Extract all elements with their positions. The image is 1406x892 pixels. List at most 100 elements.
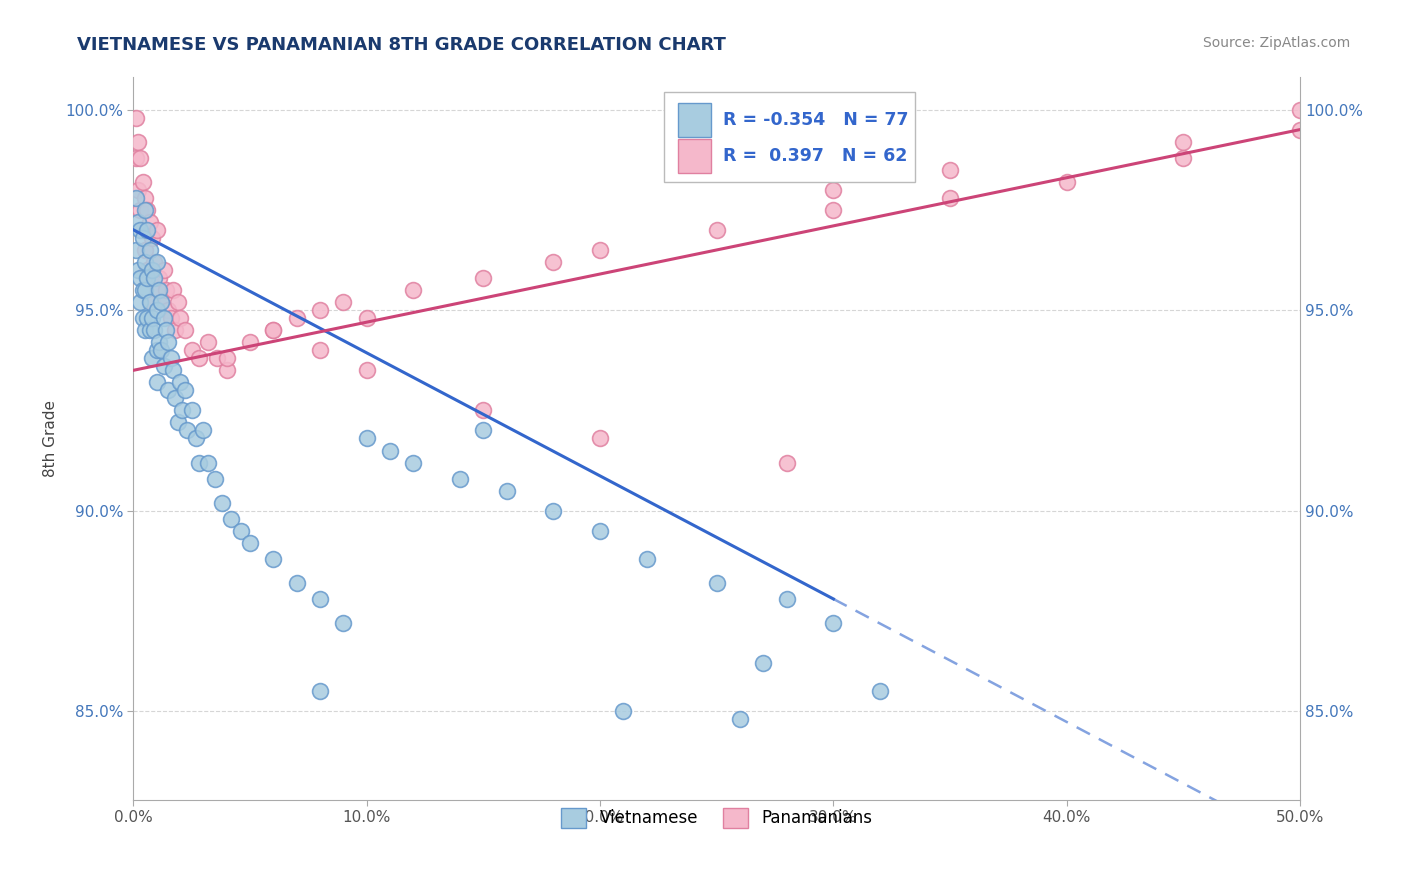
Point: [356, 311, 378, 326]
Point: [134, 283, 156, 297]
Point: [869, 684, 891, 698]
Point: [215, 351, 238, 366]
Point: [143, 323, 166, 337]
Point: [146, 283, 169, 297]
Point: [127, 215, 149, 229]
Point: [706, 223, 728, 237]
Point: [589, 524, 612, 538]
Text: R =  0.397   N = 62: R = 0.397 N = 62: [723, 147, 907, 165]
Point: [285, 311, 308, 326]
Text: R = -0.354   N = 77: R = -0.354 N = 77: [723, 111, 908, 129]
Point: [129, 202, 152, 217]
Point: [146, 376, 169, 390]
Point: [159, 351, 181, 366]
Point: [148, 271, 170, 285]
Text: VIETNAMESE VS PANAMANIAN 8TH GRADE CORRELATION CHART: VIETNAMESE VS PANAMANIAN 8TH GRADE CORRE…: [77, 36, 727, 54]
Point: [125, 191, 148, 205]
Point: [378, 443, 401, 458]
Point: [125, 111, 148, 125]
Point: [146, 343, 169, 358]
Point: [136, 271, 159, 285]
Point: [309, 303, 332, 318]
Point: [129, 223, 152, 237]
Point: [356, 363, 378, 377]
Point: [150, 295, 173, 310]
Point: [127, 263, 149, 277]
Point: [148, 283, 170, 297]
Point: [204, 472, 226, 486]
Point: [197, 335, 219, 350]
Point: [153, 263, 176, 277]
Text: Source: ZipAtlas.com: Source: ZipAtlas.com: [1202, 36, 1350, 50]
Point: [141, 295, 163, 310]
Point: [136, 223, 159, 237]
Point: [165, 392, 187, 406]
Point: [285, 575, 308, 590]
Point: [197, 456, 219, 470]
Point: [262, 323, 284, 337]
Point: [309, 591, 332, 606]
Point: [239, 536, 262, 550]
Point: [823, 202, 845, 217]
Point: [543, 504, 565, 518]
Point: [157, 303, 180, 318]
Point: [706, 575, 728, 590]
Point: [776, 456, 799, 470]
Point: [125, 151, 148, 165]
Point: [309, 343, 332, 358]
Point: [146, 255, 169, 269]
Point: [472, 403, 495, 417]
Point: [207, 351, 229, 366]
Point: [134, 202, 156, 217]
Point: [186, 432, 208, 446]
Point: [309, 684, 332, 698]
Point: [143, 255, 166, 269]
Point: [262, 323, 284, 337]
Point: [134, 255, 156, 269]
Point: [150, 295, 173, 310]
Point: [1173, 151, 1195, 165]
Point: [141, 263, 163, 277]
Point: [141, 311, 163, 326]
Point: [134, 243, 156, 257]
Point: [356, 432, 378, 446]
Bar: [678, 103, 711, 137]
Point: [173, 323, 195, 337]
Point: [180, 343, 202, 358]
Point: [169, 376, 191, 390]
Point: [162, 363, 184, 377]
Point: [589, 243, 612, 257]
Point: [402, 283, 425, 297]
Point: [139, 215, 162, 229]
Legend: Vietnamese, Panamanians: Vietnamese, Panamanians: [554, 801, 879, 835]
Bar: [678, 139, 711, 173]
Point: [127, 135, 149, 149]
Point: [155, 323, 177, 337]
Point: [173, 384, 195, 398]
Point: [141, 231, 163, 245]
Point: [221, 512, 243, 526]
Point: [166, 295, 188, 310]
Point: [132, 231, 155, 245]
Point: [193, 424, 215, 438]
Point: [176, 424, 198, 438]
Point: [180, 403, 202, 417]
Y-axis label: 8th Grade: 8th Grade: [44, 400, 58, 477]
Point: [187, 456, 209, 470]
Point: [136, 311, 159, 326]
Point: [169, 311, 191, 326]
Point: [157, 384, 180, 398]
Point: [939, 162, 962, 177]
Point: [129, 271, 152, 285]
Point: [165, 323, 187, 337]
Point: [146, 303, 169, 318]
Point: [612, 704, 634, 718]
Point: [495, 483, 517, 498]
Point: [1173, 135, 1195, 149]
Point: [776, 591, 799, 606]
Point: [472, 271, 495, 285]
Point: [139, 323, 162, 337]
Point: [728, 712, 751, 726]
Point: [129, 295, 152, 310]
Point: [402, 456, 425, 470]
